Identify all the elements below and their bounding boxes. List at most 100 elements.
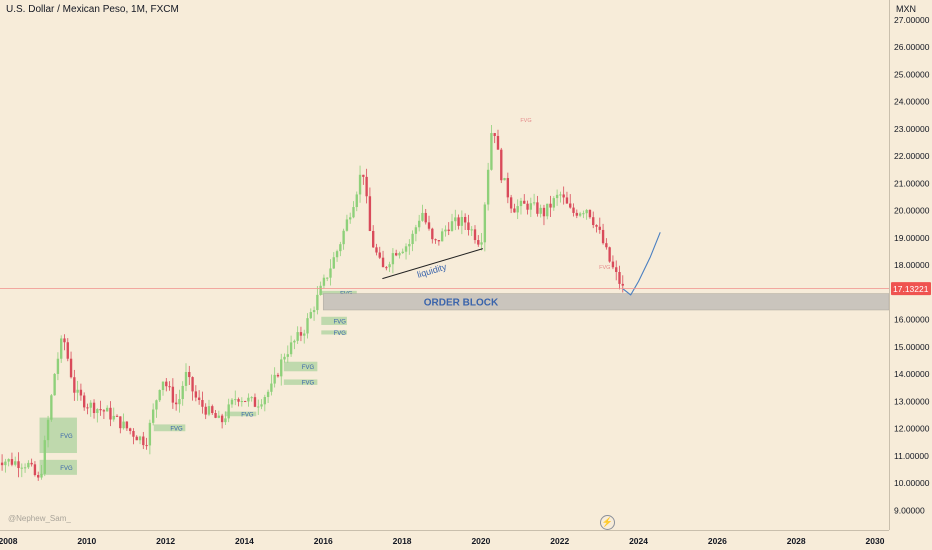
candle-body — [322, 277, 326, 286]
candle-body — [434, 239, 437, 241]
candle-body — [424, 212, 427, 223]
x-tick-label: 2012 — [156, 536, 175, 546]
candle-body — [306, 318, 309, 334]
candle-body — [503, 178, 506, 181]
candle-body — [142, 436, 145, 446]
candle-body — [447, 229, 450, 231]
liquidity-line — [382, 248, 484, 280]
candle-body — [89, 402, 92, 408]
candle-body — [355, 194, 358, 208]
candle-body — [105, 407, 109, 412]
y-tick-label: 24.00000 — [894, 97, 930, 107]
candle-body — [7, 459, 10, 462]
candle-body — [296, 332, 299, 341]
candle-body — [17, 461, 20, 469]
candle-body — [171, 386, 175, 403]
candle-body — [197, 397, 201, 400]
candle-body — [513, 208, 516, 213]
candle-body — [555, 194, 559, 199]
candle-body — [404, 246, 408, 252]
candle-body — [260, 404, 263, 407]
candle-body — [191, 377, 194, 392]
candle-body — [73, 377, 76, 393]
candle-body — [303, 333, 306, 336]
candle-body — [618, 271, 621, 284]
x-tick-label: 2030 — [866, 536, 885, 546]
y-tick-label: 18.00000 — [894, 260, 930, 270]
candle-body — [230, 399, 234, 405]
candle-body — [352, 207, 355, 218]
candle-body — [155, 400, 158, 410]
candle-body — [388, 264, 391, 268]
candle-body — [283, 356, 286, 360]
fvg-label: FVG — [334, 319, 347, 325]
candle-body — [431, 228, 434, 240]
candle-body — [201, 399, 204, 407]
candle-body — [467, 222, 470, 230]
candle-body — [135, 436, 138, 441]
candle-body — [224, 418, 227, 423]
symbol-title: U.S. Dollar / Mexican Peso, 1M, FXCM — [6, 4, 179, 15]
candle-body — [615, 267, 618, 272]
y-tick-label: 26.00000 — [894, 42, 930, 52]
candle-body — [168, 386, 171, 388]
candle-body — [63, 338, 66, 343]
candle-body — [411, 233, 414, 245]
fvg-label: FVG — [170, 426, 183, 432]
candle-body — [329, 268, 332, 278]
candle-body — [122, 421, 125, 429]
candle-body — [365, 176, 368, 197]
y-tick-label: 13.00000 — [894, 396, 930, 406]
candle-body — [562, 194, 565, 198]
order-block-zone — [322, 293, 890, 311]
candle-body — [486, 169, 490, 205]
candle-body — [391, 253, 395, 265]
candle-body — [145, 445, 148, 447]
candle-body — [316, 294, 319, 311]
candle-body — [247, 397, 250, 402]
candle-body — [240, 401, 244, 403]
candle-body — [526, 203, 529, 210]
fvg-zone — [224, 411, 257, 417]
candle-body — [319, 285, 322, 295]
candle-body — [585, 209, 588, 214]
candle-body — [299, 332, 303, 336]
candles — [0, 125, 624, 481]
candle-body — [375, 247, 378, 253]
candle-body — [480, 242, 483, 245]
candle-body — [572, 207, 575, 213]
candle-body — [450, 221, 454, 231]
candle-body — [253, 397, 257, 407]
lightning-icon[interactable]: ⚡ — [600, 515, 615, 530]
y-tick-label: 15.00000 — [894, 342, 930, 352]
candle-body — [588, 209, 592, 218]
candle-body — [280, 359, 283, 377]
candle-body — [60, 338, 63, 359]
candle-body — [293, 340, 296, 343]
candle-body — [188, 371, 191, 378]
candle-body — [552, 198, 555, 208]
candle-body — [151, 409, 155, 423]
candle-body — [309, 312, 312, 319]
candle-body — [398, 253, 401, 256]
candle-body — [595, 225, 598, 227]
y-tick-label: 19.00000 — [894, 233, 930, 243]
candle-body — [119, 416, 122, 429]
candle-body — [339, 244, 342, 252]
y-tick-label: 20.00000 — [894, 206, 930, 216]
candle-body — [621, 283, 624, 286]
candle-body — [43, 440, 46, 474]
candle-body — [207, 406, 211, 415]
candle-body — [368, 196, 372, 231]
candle-body — [125, 421, 129, 429]
candle-body — [289, 342, 293, 355]
candle-body — [30, 462, 33, 465]
y-tick-label: 16.00000 — [894, 315, 930, 325]
candle-body — [115, 415, 119, 417]
candle-body — [575, 212, 578, 216]
candle-body — [477, 240, 480, 245]
x-tick-label: 2018 — [393, 536, 412, 546]
candle-body — [362, 174, 365, 177]
